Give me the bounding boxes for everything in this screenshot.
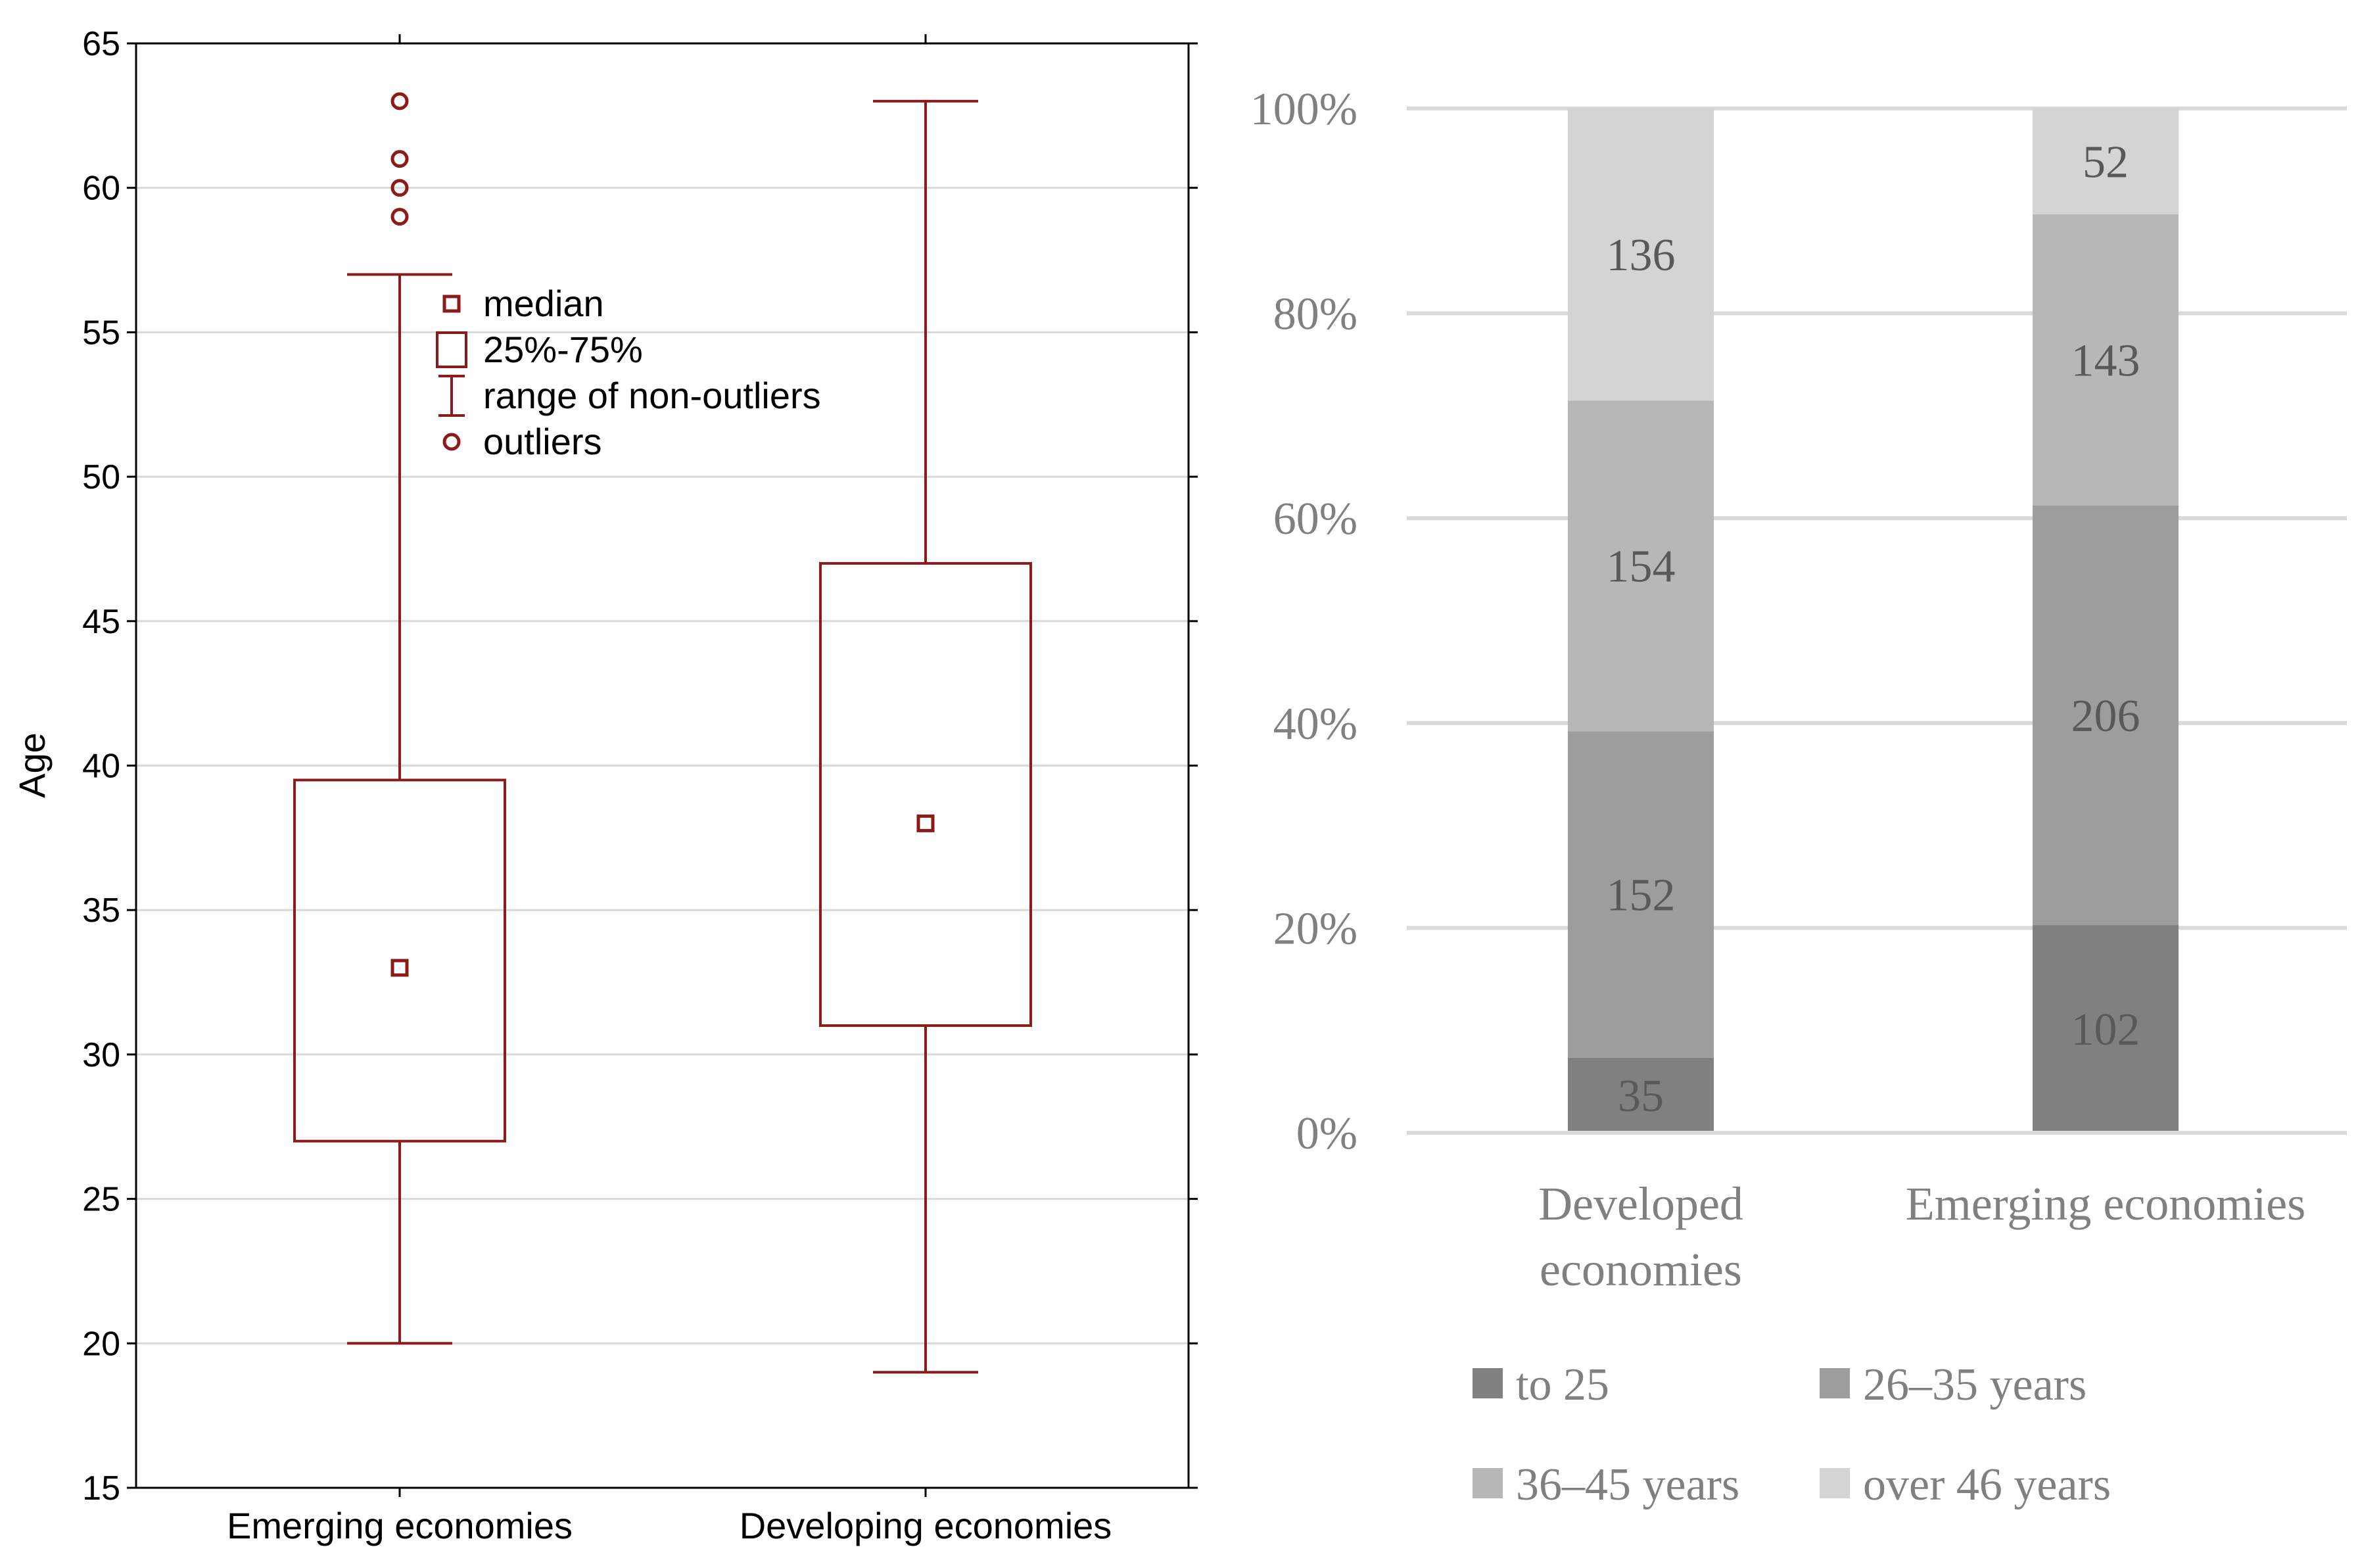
- y-tick-label: 50: [82, 458, 120, 496]
- legend-median-symbol: [442, 295, 461, 313]
- data-label: 143: [2071, 336, 2140, 387]
- legend-label: outliers: [483, 421, 602, 462]
- y-tick-label: 65: [82, 25, 120, 63]
- y-tick-label: 30: [82, 1036, 120, 1074]
- x-tick-label: Emerging economies: [227, 1505, 573, 1546]
- y-tick-label: 55: [82, 314, 120, 352]
- median-marker: [916, 814, 935, 832]
- data-label: 152: [1607, 870, 1676, 920]
- y-tick-label: 40: [82, 748, 120, 786]
- y-tick-label: 100%: [1250, 84, 1357, 135]
- outlier-point: [390, 92, 409, 110]
- legend-swatch: [1820, 1468, 1850, 1498]
- legend-label: 25%-75%: [483, 329, 643, 370]
- data-label: 52: [2083, 137, 2129, 188]
- legend-label: 36–45 years: [1516, 1460, 1739, 1510]
- outlier-point: [390, 179, 409, 197]
- data-label: 206: [2071, 691, 2140, 742]
- outlier-point: [390, 150, 409, 168]
- legend-outlier-symbol: [442, 433, 461, 451]
- y-tick-label: 0%: [1296, 1108, 1357, 1159]
- y-axis-label: Age: [11, 732, 53, 798]
- median-marker: [390, 959, 409, 977]
- data-label: 102: [2071, 1005, 2140, 1055]
- legend-label: 26–35 years: [1863, 1360, 2087, 1410]
- y-tick-label: 45: [82, 603, 120, 641]
- legend-swatch: [1473, 1468, 1503, 1498]
- y-tick-label: 80%: [1273, 289, 1357, 340]
- data-label: 136: [1607, 230, 1676, 281]
- y-tick-label: 20: [82, 1325, 120, 1363]
- iqr-box: [293, 778, 506, 1143]
- outlier-point: [390, 208, 409, 226]
- bar-segment: [1568, 731, 1714, 1058]
- y-tick-label: 25: [82, 1181, 120, 1219]
- x-tick-label: Emerging economies: [1906, 1177, 2306, 1230]
- data-label: 154: [1607, 542, 1676, 592]
- legend-label: over 46 years: [1863, 1460, 2111, 1510]
- legend-label: median: [483, 283, 604, 324]
- y-tick-label: 15: [82, 1469, 120, 1508]
- x-tick-label: economies: [1540, 1243, 1742, 1296]
- legend-label: to 25: [1516, 1360, 1609, 1410]
- y-tick-label: 20%: [1273, 903, 1357, 954]
- iqr-box: [819, 561, 1032, 1027]
- y-tick-label: 35: [82, 891, 120, 930]
- bar-segment: [1568, 108, 1714, 401]
- bar-segment: [2033, 214, 2179, 506]
- box-plot-chart: 15 20 25 30 35 40 45 50 55 60 65 Emerging economies…: [11, 25, 1198, 1546]
- x-tick-label: Developed: [1538, 1177, 1743, 1230]
- legend-swatch: [1820, 1368, 1850, 1398]
- legend-swatch: [1473, 1368, 1503, 1398]
- x-tick-label: Developing economies: [740, 1505, 1112, 1546]
- y-tick-label: 40%: [1273, 699, 1357, 749]
- y-tick-label: 60%: [1273, 494, 1357, 544]
- bar-segment: [2033, 505, 2179, 926]
- legend-label: range of non-outliers: [483, 375, 821, 416]
- bar-segment: [1568, 400, 1714, 732]
- legend-box-symbol: [436, 331, 467, 368]
- bar-segment: [1568, 1057, 1714, 1133]
- y-tick-label: 60: [82, 170, 120, 208]
- bar-segment: [2033, 108, 2179, 215]
- stacked-bar-chart: 0% 20% 40% 60% 80% 100% 35 152 154 136 102 206 143 52…: [1250, 84, 2347, 1510]
- bar-segment: [2033, 925, 2179, 1133]
- data-label: 35: [1618, 1071, 1664, 1122]
